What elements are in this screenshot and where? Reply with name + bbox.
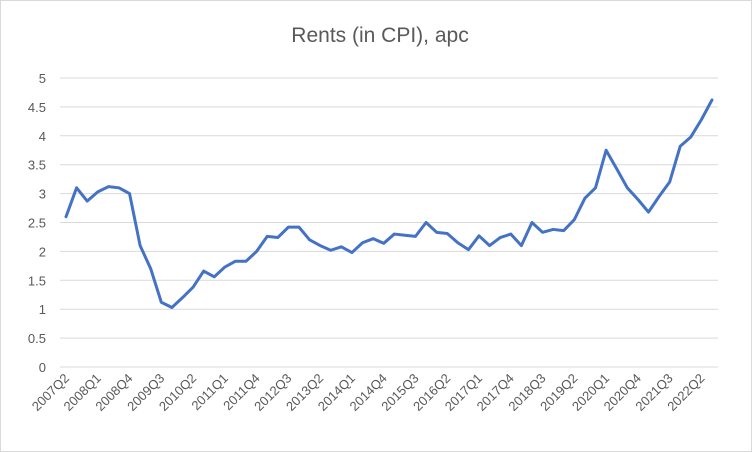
y-tick-label: 3.5 [28,158,46,173]
y-tick-label: 4 [39,129,46,144]
y-tick-label: 2.5 [28,216,46,231]
y-tick-label: 0 [39,360,46,375]
y-tick-label: 2 [39,244,46,259]
chart-title: Rents (in CPI), apc [291,24,468,47]
y-tick-label: 4.5 [28,100,46,115]
y-tick-label: 1 [39,302,46,317]
y-tick-label: 1.5 [28,273,46,288]
y-tick-label: 0.5 [28,331,46,346]
y-tick-label: 3 [39,187,46,202]
series-line [64,98,714,309]
y-tick-label: 5 [39,71,46,86]
